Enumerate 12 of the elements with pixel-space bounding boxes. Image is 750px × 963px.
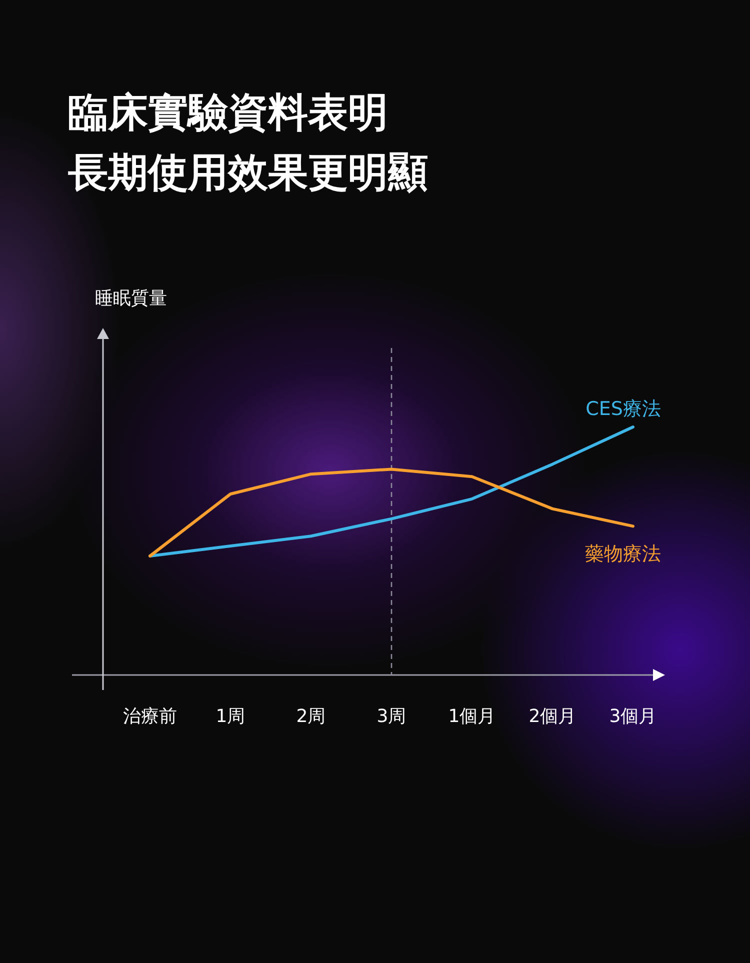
series-label: 藥物療法	[585, 543, 661, 566]
chart-subtitle: 長期使用效果更明顯	[67, 150, 428, 196]
x-tick-label: 2個月	[528, 706, 576, 727]
x-tick-label: 2周	[296, 706, 326, 727]
x-tick-label: 3個月	[609, 706, 657, 727]
chart-title: 臨床實驗資料表明	[68, 90, 388, 136]
x-tick-label: 1周	[216, 706, 246, 727]
text: 睡眠質量	[95, 288, 167, 309]
x-tick-label: 3周	[376, 706, 406, 727]
x-tick-label: 治療前	[123, 706, 177, 727]
x-tick-label: 1個月	[448, 706, 496, 727]
series-label: CES療法	[586, 398, 661, 420]
